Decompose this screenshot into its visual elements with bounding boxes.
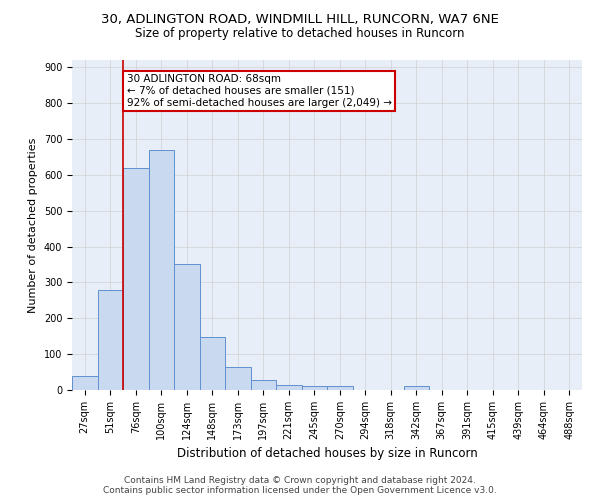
X-axis label: Distribution of detached houses by size in Runcorn: Distribution of detached houses by size … [176, 448, 478, 460]
Bar [123, 168, 149, 390]
Bar [302, 386, 327, 390]
Bar [149, 150, 174, 390]
Text: 30 ADLINGTON ROAD: 68sqm
← 7% of detached houses are smaller (151)
92% of semi-d: 30 ADLINGTON ROAD: 68sqm ← 7% of detache… [127, 74, 392, 108]
Bar [97, 290, 123, 390]
Text: Size of property relative to detached houses in Runcorn: Size of property relative to detached ho… [135, 28, 465, 40]
Bar [225, 366, 251, 390]
Text: Contains HM Land Registry data © Crown copyright and database right 2024.
Contai: Contains HM Land Registry data © Crown c… [103, 476, 497, 495]
Bar [174, 264, 199, 390]
Text: 30, ADLINGTON ROAD, WINDMILL HILL, RUNCORN, WA7 6NE: 30, ADLINGTON ROAD, WINDMILL HILL, RUNCO… [101, 12, 499, 26]
Bar [404, 386, 429, 390]
Y-axis label: Number of detached properties: Number of detached properties [28, 138, 38, 312]
Bar [199, 337, 225, 390]
Bar [327, 386, 353, 390]
Bar [251, 380, 276, 390]
Bar [276, 384, 302, 390]
Bar [72, 376, 97, 390]
